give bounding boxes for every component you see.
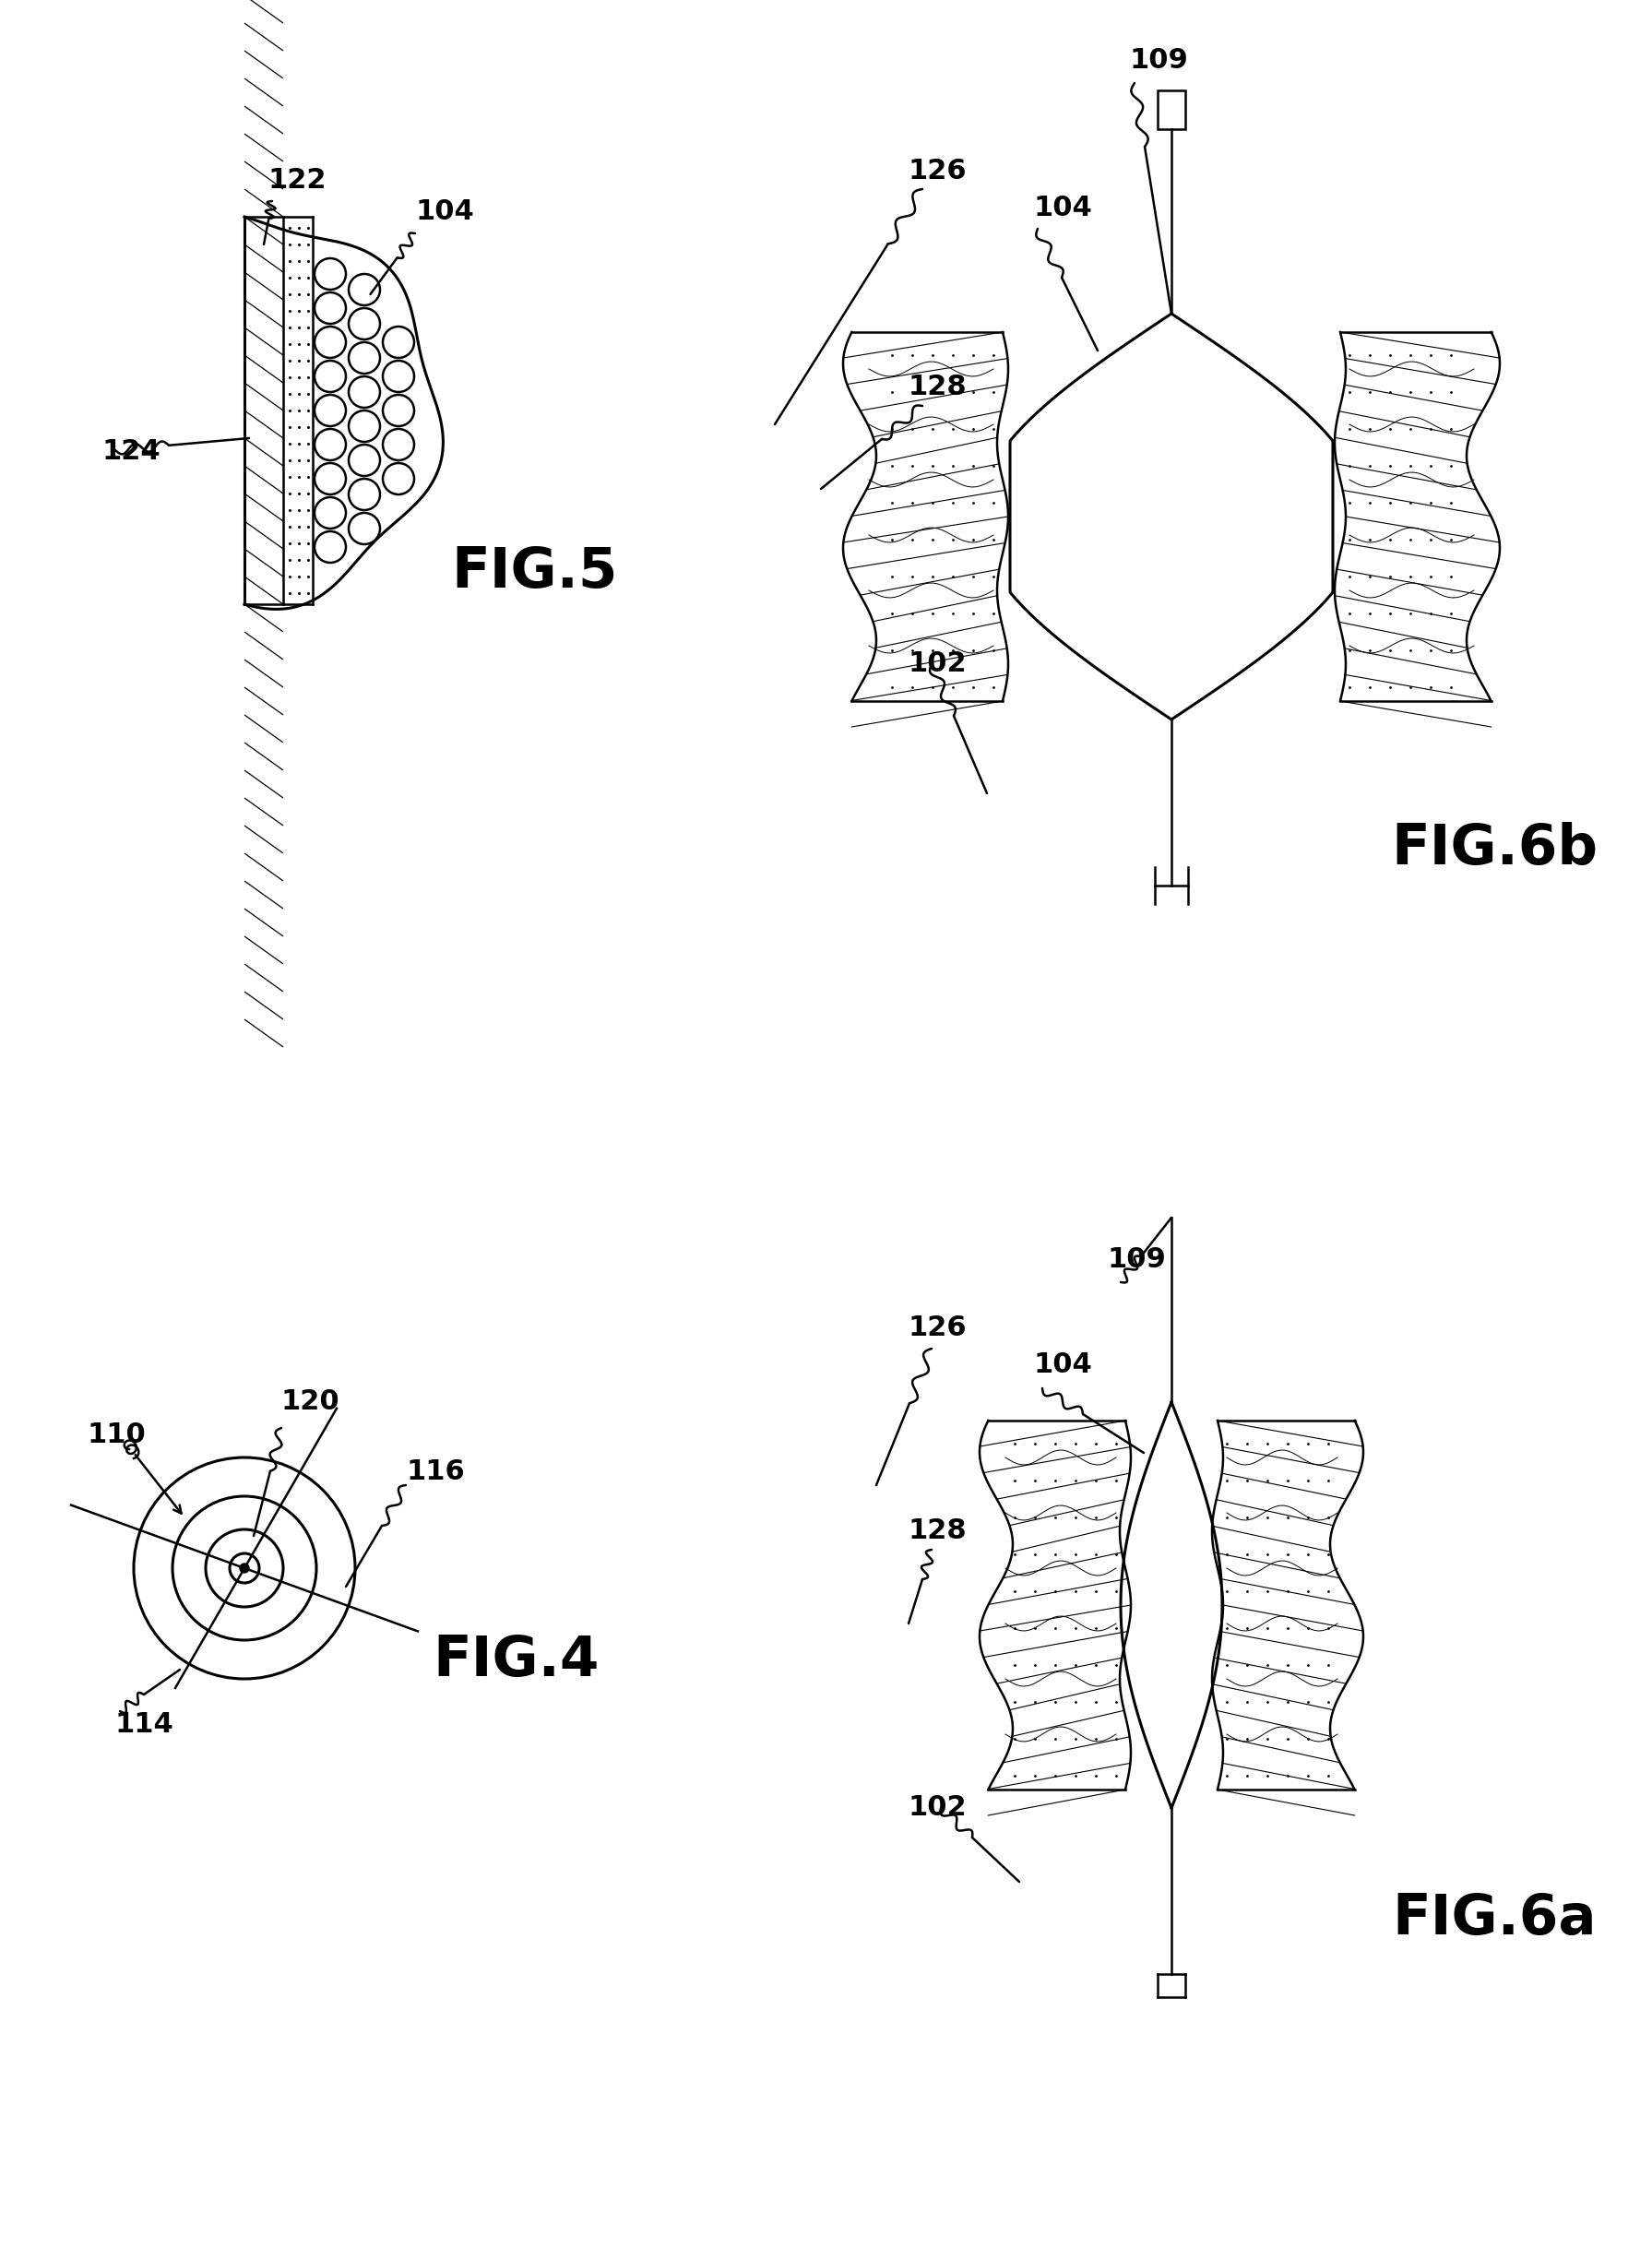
Text: 104: 104 [415,198,474,225]
Text: 116: 116 [406,1459,464,1484]
Text: 109: 109 [1130,47,1189,74]
Text: 128: 128 [909,1517,966,1544]
Text: 102: 102 [909,650,966,677]
Bar [1158,90,1184,128]
Text: FIG.6b: FIG.6b [1391,821,1597,877]
Text: 109: 109 [1107,1245,1166,1272]
Text: 114: 114 [116,1711,173,1738]
Text: FIG.4: FIG.4 [433,1634,600,1688]
Circle shape [240,1565,249,1574]
Text: 126: 126 [909,1315,966,1342]
Text: 122: 122 [268,166,325,193]
Text: 120: 120 [281,1389,340,1416]
Text: FIG.6a: FIG.6a [1393,1891,1596,1947]
Text: 124: 124 [101,438,160,465]
Text: 104: 104 [1032,193,1092,220]
Text: 126: 126 [909,157,966,184]
Text: 102: 102 [909,1794,966,1821]
Text: FIG.5: FIG.5 [451,544,618,600]
Text: 104: 104 [1032,1351,1092,1378]
Text: 128: 128 [909,373,966,400]
Text: 110: 110 [88,1421,147,1448]
